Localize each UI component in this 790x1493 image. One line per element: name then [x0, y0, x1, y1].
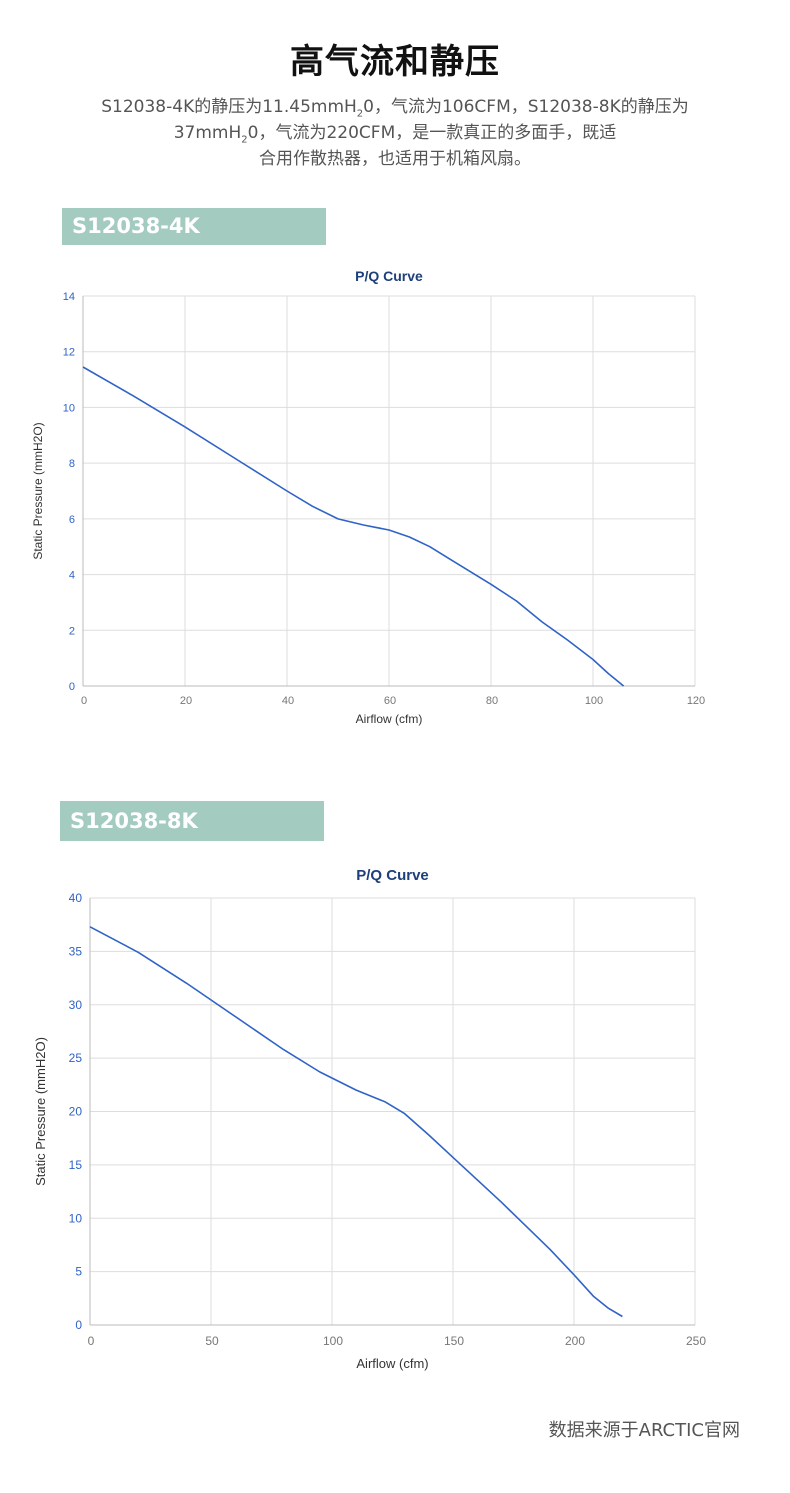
- y-tick-label: 4: [69, 570, 75, 582]
- x-tick-label: 250: [686, 1334, 706, 1348]
- source-note: 数据来源于ARCTIC官网: [548, 1420, 740, 1441]
- pq-curve-line: [89, 926, 623, 1318]
- intro-text: S12038-4K的静压为11.45mmH20，气流为106CFM，S12038…: [60, 94, 730, 172]
- x-tick-label: 80: [486, 695, 498, 707]
- y-tick-label: 0: [69, 681, 75, 693]
- y-tick-label: 14: [63, 291, 75, 303]
- pq-curve-chart-8k: 0 5 10 15 20 25 30 35 40 0 50 100 150 200 250 P/Q Curve…: [33, 867, 706, 1371]
- y-tick-label: 20: [69, 1105, 83, 1119]
- y-tick-label: 8: [69, 458, 75, 470]
- y-tick-label: 30: [69, 998, 83, 1012]
- x-tick-label: 40: [282, 695, 294, 707]
- y-tick-label: 2: [69, 625, 75, 637]
- model-banner-s12038-8k: S12038-8K: [60, 801, 324, 841]
- chart-title: P/Q Curve: [355, 268, 423, 284]
- x-axis-label: Airflow (cfm): [356, 1356, 428, 1371]
- y-tick-label: 35: [69, 944, 83, 958]
- x-tick-label: 120: [687, 695, 705, 707]
- intro-line-2: 37mmH20，气流为220CFM，是一款真正的多面手，既适: [173, 123, 617, 146]
- y-tick-label: 25: [69, 1051, 83, 1065]
- x-tick-label: 0: [88, 1334, 95, 1348]
- y-tick-label: 10: [63, 402, 75, 414]
- y-axis-label: Static Pressure (mmH2O): [31, 422, 45, 559]
- x-tick-label: 20: [180, 695, 192, 707]
- y-tick-label: 5: [75, 1265, 82, 1279]
- x-tick-label: 100: [323, 1334, 343, 1348]
- x-tick-label: 0: [81, 695, 87, 707]
- x-tick-label: 50: [205, 1334, 219, 1348]
- model-banner-s12038-4k: S12038-4K: [62, 208, 326, 245]
- chart-title: P/Q Curve: [356, 867, 429, 884]
- y-tick-label: 6: [69, 514, 75, 526]
- y-tick-label: 10: [69, 1211, 83, 1225]
- x-axis-label: Airflow (cfm): [356, 712, 423, 726]
- y-tick-label: 15: [69, 1158, 83, 1172]
- page-title: 高气流和静压: [290, 42, 500, 82]
- x-tick-label: 60: [384, 695, 396, 707]
- y-axis-label: Static Pressure (mmH2O): [33, 1037, 48, 1186]
- x-tick-label: 100: [585, 695, 603, 707]
- y-tick-label: 12: [63, 347, 75, 359]
- pq-curve-chart-4k: 0 2 4 6 8 10 12 14 0 20 40 60 80 100 120 P/Q Curve Airfl…: [31, 268, 705, 726]
- y-tick-label: 40: [69, 891, 83, 905]
- intro-line-1: S12038-4K的静压为11.45mmH20，气流为106CFM，S12038…: [101, 97, 689, 120]
- pq-curve-line: [82, 366, 625, 687]
- y-tick-label: 0: [75, 1318, 82, 1332]
- intro-line-3: 合用作散热器，也适用于机箱风扇。: [259, 149, 531, 169]
- x-tick-label: 200: [565, 1334, 585, 1348]
- x-tick-label: 150: [444, 1334, 464, 1348]
